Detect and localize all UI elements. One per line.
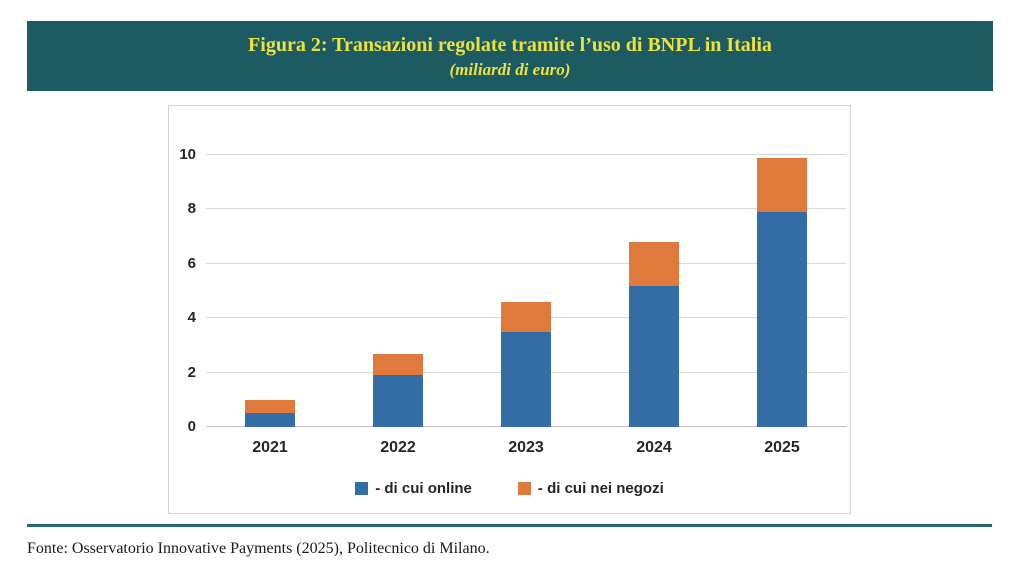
bar-slot-2025 <box>718 157 846 427</box>
legend-label-negozi: - di cui nei negozi <box>537 480 664 497</box>
y-tick-label: 2 <box>187 363 196 381</box>
bar-slot-2023 <box>462 301 590 427</box>
legend-item-online: - di cui online <box>355 480 472 497</box>
gridline <box>206 154 846 155</box>
stacked-bar-2022 <box>373 353 423 427</box>
bar-segment-online-2024 <box>629 285 679 427</box>
bar-segment-negozi-2024 <box>629 242 679 286</box>
source-note: Fonte: Osservatorio Innovative Payments … <box>27 540 490 557</box>
bar-segment-negozi-2022 <box>373 353 423 376</box>
y-tick-label: 10 <box>179 146 196 163</box>
x-tick-label: 2025 <box>764 439 800 456</box>
bar-slot-2022 <box>334 353 462 427</box>
x-tick-label: 2023 <box>508 439 544 456</box>
legend-swatch-online-icon <box>355 482 369 495</box>
bars-layer <box>206 155 846 427</box>
stacked-bar-2023 <box>501 301 551 427</box>
x-tick-label: 2024 <box>636 439 672 456</box>
bar-segment-negozi-2021 <box>245 399 295 414</box>
bar-segment-online-2022 <box>373 375 423 427</box>
figure-title: Figura 2: Transazioni regolate tramite l… <box>248 33 772 56</box>
chart-legend: - di cui online - di cui nei negozi <box>169 480 850 497</box>
divider-line <box>27 524 992 527</box>
y-tick-label: 8 <box>187 200 196 218</box>
x-tick-label: 2021 <box>252 439 288 456</box>
bar-slot-2021 <box>206 399 334 427</box>
stacked-bar-2021 <box>245 399 295 427</box>
bar-segment-online-2025 <box>757 212 807 427</box>
figure-title-banner: Figura 2: Transazioni regolate tramite l… <box>27 21 993 91</box>
bar-segment-negozi-2023 <box>501 301 551 332</box>
bar-segment-online-2023 <box>501 331 551 427</box>
chart-container: 0 2 4 6 8 10 2021 2022 2023 2024 2025 - di cui on… <box>168 105 851 514</box>
bar-segment-negozi-2025 <box>757 157 807 213</box>
stacked-bar-2025 <box>757 157 807 427</box>
y-tick-label: 0 <box>187 418 196 435</box>
figure-subtitle: (miliardi di euro) <box>449 59 571 79</box>
legend-label-online: - di cui online <box>375 480 472 497</box>
legend-swatch-negozi-icon <box>517 482 531 495</box>
y-tick-label: 6 <box>187 254 196 272</box>
legend-item-negozi: - di cui nei negozi <box>517 480 664 497</box>
plot-area: 0 2 4 6 8 10 <box>179 146 846 435</box>
x-tick-label: 2022 <box>380 439 416 456</box>
gridline <box>206 262 846 264</box>
gridline <box>206 208 846 210</box>
bar-segment-online-2021 <box>245 413 295 427</box>
bar-slot-2024 <box>590 242 718 427</box>
x-axis-labels: 2021 2022 2023 2024 2025 <box>206 439 846 457</box>
y-tick-label: 4 <box>187 309 196 327</box>
stacked-bar-2024 <box>629 242 679 427</box>
